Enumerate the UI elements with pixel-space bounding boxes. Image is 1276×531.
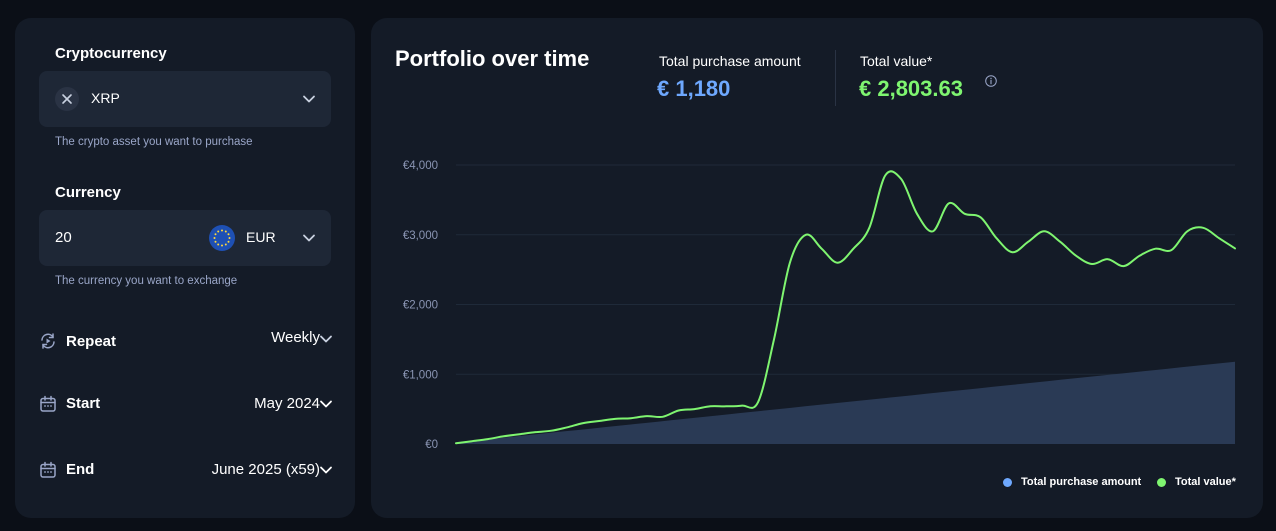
calendar-icon (40, 395, 56, 412)
crypto-hint: The crypto asset you want to purchase (55, 136, 253, 148)
calendar-icon (40, 461, 56, 478)
end-value[interactable]: June 2025 (x59) (211, 461, 320, 478)
info-icon[interactable] (985, 75, 997, 87)
start-label: Start (66, 395, 101, 412)
currency-title: Currency (55, 184, 121, 201)
y-tick-label: €0 (425, 439, 438, 451)
stat-divider (835, 50, 836, 106)
purchase-amount-label: Total purchase amount (659, 53, 801, 69)
chart-panel: Portfolio over time Total purchase amoun… (371, 18, 1263, 518)
y-tick-label: €3,000 (403, 230, 438, 242)
legend-purchase-label: Total purchase amount (1021, 476, 1142, 488)
legend-value-label: Total value* (1175, 476, 1236, 488)
y-tick-label: €4,000 (403, 160, 438, 172)
repeat-value[interactable]: Weekly (271, 329, 320, 346)
chevron-down-icon[interactable] (319, 332, 333, 346)
repeat-icon (41, 333, 55, 349)
legend-value: Total value* (1157, 476, 1236, 488)
chevron-down-icon[interactable] (319, 397, 333, 411)
amount-input[interactable]: 20 (55, 229, 72, 246)
y-tick-label: €2,000 (403, 300, 438, 312)
repeat-label: Repeat (66, 333, 117, 350)
legend-purchase: Total purchase amount (1003, 476, 1141, 488)
currency-select[interactable]: 20 EUR (39, 210, 331, 266)
legend-dot-value (1157, 477, 1166, 487)
chevron-down-icon (303, 234, 315, 242)
total-value-label: Total value* (860, 53, 933, 69)
chevron-down-icon (303, 95, 315, 103)
chart-title: Portfolio over time (395, 46, 590, 71)
total-value-line-series (455, 170, 1236, 445)
currency-hint: The currency you want to exchange (55, 275, 238, 287)
start-value[interactable]: May 2024 (254, 395, 320, 412)
total-value-value: € 2,803.63 (859, 76, 963, 101)
eu-flag-icon (209, 225, 235, 251)
xrp-icon (55, 87, 79, 111)
portfolio-chart: €0 €1,000 €2,000 €3,000 €4,000 (403, 160, 1236, 451)
crypto-select[interactable]: XRP (39, 71, 331, 127)
purchase-amount-value: € 1,180 (657, 76, 731, 101)
purchase-settings-panel: Cryptocurrency XRP The crypto asset you … (15, 18, 355, 518)
crypto-selected: XRP (91, 90, 120, 106)
end-label: End (66, 461, 95, 478)
legend-dot-purchase (1003, 477, 1012, 487)
currency-selected: EUR (246, 229, 276, 245)
crypto-title: Cryptocurrency (55, 45, 167, 62)
y-tick-label: €1,000 (403, 369, 438, 381)
purchase-area-series (456, 361, 1235, 444)
chevron-down-icon[interactable] (319, 463, 333, 477)
